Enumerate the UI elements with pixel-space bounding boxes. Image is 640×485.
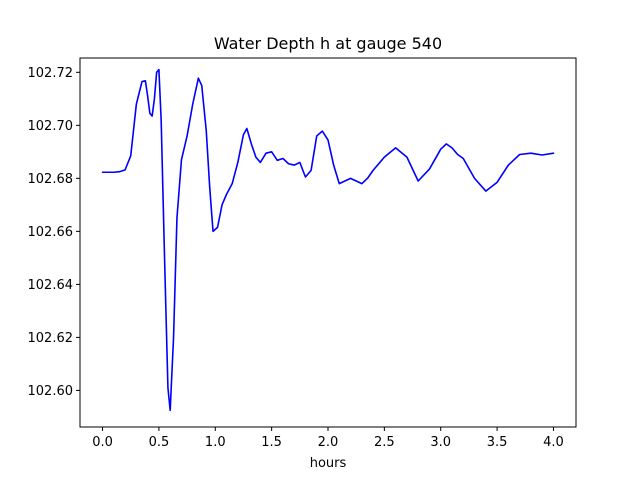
plot-area: [101, 68, 555, 412]
chart-title: Water Depth h at gauge 540: [214, 34, 442, 53]
y-tick-label: 102.64: [28, 278, 74, 293]
x-tick-label: 3.0: [430, 435, 451, 450]
x-tick-label: 4.0: [543, 435, 564, 450]
y-axis: 102.60 102.62 102.64 102.66 102.68 102.70 102.…: [28, 66, 80, 399]
y-tick-label: 102.70: [28, 119, 74, 134]
y-tick-label: 102.72: [28, 66, 74, 81]
y-tick-label: 102.62: [28, 331, 74, 346]
series-line-1: [101, 68, 555, 412]
y-tick-label: 102.68: [28, 172, 74, 187]
x-axis: 0.0 0.5 1.0 1.5 2.0 2.5 3.0 3.5 4.0: [92, 427, 564, 450]
x-tick-label: 0.0: [92, 435, 113, 450]
x-tick-label: 1.5: [261, 435, 282, 450]
x-tick-label: 2.5: [374, 435, 395, 450]
x-tick-label: 2.0: [318, 435, 339, 450]
plot-frame: [79, 57, 577, 428]
y-tick-label: 102.60: [28, 384, 74, 399]
x-tick-label: 3.5: [487, 435, 508, 450]
x-axis-label: hours: [310, 456, 347, 471]
x-tick-label: 0.5: [149, 435, 170, 450]
x-tick-label: 1.0: [205, 435, 226, 450]
y-tick-label: 102.66: [28, 225, 74, 240]
